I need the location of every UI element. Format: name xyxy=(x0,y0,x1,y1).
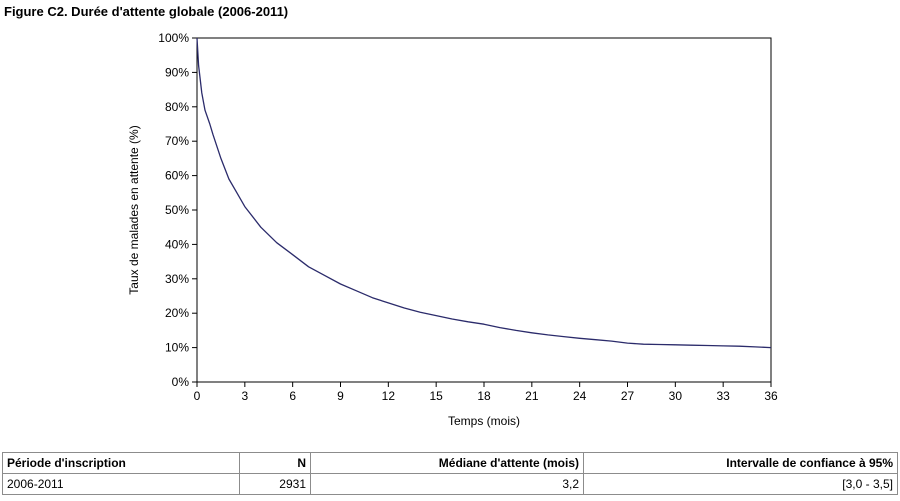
y-tick-label: 30% xyxy=(165,272,189,286)
y-tick-label: 90% xyxy=(165,65,189,79)
cell-n: 2931 xyxy=(239,473,311,495)
y-tick-label: 80% xyxy=(165,100,189,114)
survival-chart: 0 3 6 9 12 15 18 21 24 27 30 33 360%10%20%30%40%50%6… xyxy=(127,31,778,428)
cell-mediane: 3,2 xyxy=(310,473,584,495)
cell-periode: 2006-2011 xyxy=(2,473,240,495)
x-tick-label: 30 xyxy=(669,389,683,403)
y-tick-label: 0% xyxy=(172,375,190,389)
y-axis-label: Taux de malades en attente (%) xyxy=(127,125,141,294)
y-tick-label: 60% xyxy=(165,169,189,183)
x-tick-label: 3 xyxy=(241,389,248,403)
table-row: 2006-2011 2931 3,2 [3,0 - 3,5] xyxy=(2,473,898,495)
x-tick-label: 9 xyxy=(337,389,344,403)
x-tick-label: 33 xyxy=(716,389,730,403)
summary-table: Période d'inscription N Médiane d'attent… xyxy=(2,452,898,495)
y-tick-label: 50% xyxy=(165,203,189,217)
x-axis-label: Temps (mois) xyxy=(448,414,520,428)
y-tick-label: 100% xyxy=(158,31,189,45)
header-mediane: Médiane d'attente (mois) xyxy=(310,452,584,474)
x-tick-label: 18 xyxy=(477,389,491,403)
x-tick-label: 15 xyxy=(429,389,443,403)
x-tick-label: 12 xyxy=(382,389,396,403)
x-tick-label: 36 xyxy=(764,389,778,403)
header-n: N xyxy=(239,452,311,474)
header-intervalle: Intervalle de confiance à 95% xyxy=(583,452,898,474)
x-tick-label: 27 xyxy=(621,389,635,403)
x-tick-label: 21 xyxy=(525,389,539,403)
x-tick-label: 24 xyxy=(573,389,587,403)
y-tick-label: 10% xyxy=(165,341,189,355)
x-tick-label: 0 xyxy=(194,389,201,403)
table-header-row: Période d'inscription N Médiane d'attent… xyxy=(2,452,898,474)
x-tick-label: 6 xyxy=(289,389,296,403)
y-tick-label: 70% xyxy=(165,134,189,148)
header-periode: Période d'inscription xyxy=(2,452,240,474)
y-tick-label: 40% xyxy=(165,237,189,251)
series-line-0 xyxy=(196,37,772,349)
y-tick-label: 20% xyxy=(165,306,189,320)
figure-title: Figure C2. Durée d'attente globale (2006… xyxy=(4,4,289,19)
cell-intervalle: [3,0 - 3,5] xyxy=(583,473,898,495)
plot-frame xyxy=(196,37,772,383)
